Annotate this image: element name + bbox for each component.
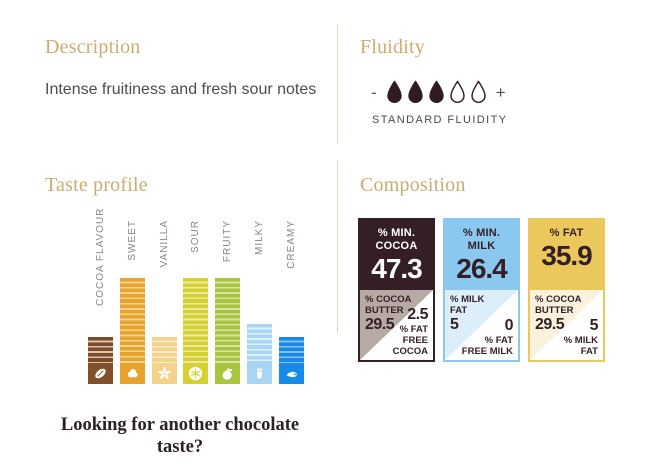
card-left-label: % COCOA BUTTER: [365, 294, 412, 316]
card-left-label: % COCOA BUTTER: [535, 294, 582, 316]
taste-profile-chart: COCOA FLAVOUR SWEET VANILLA SOUR FRUITY MILKY…: [88, 207, 308, 384]
fluidity-section-title: Fluidity: [360, 36, 425, 58]
composition-card-fat: % FAT 35.9 % COCOA BUTTER 29.5 5 % MILK …: [528, 218, 605, 362]
next-section-prompt: Looking for another chocolate taste?: [60, 415, 300, 457]
taste-profile-section-title: Taste profile: [45, 174, 148, 196]
card-bottom-panel: % COCOA BUTTER 29.5 2.5 % FAT FREE COCOA: [360, 290, 433, 360]
taste-bar-creamy: CREAMY: [278, 220, 304, 384]
composition-cards: % MIN. COCOA 47.3 % COCOA BUTTER 29.5 2.…: [358, 218, 605, 362]
citrus-slice-icon: [183, 363, 209, 384]
fluidity-drop-empty-icon: [449, 80, 465, 104]
card-bottom-panel: % COCOA BUTTER 29.5 5 % MILK FAT: [530, 290, 603, 360]
card-top-panel: % FAT 35.9: [530, 220, 603, 290]
taste-category-label: COCOA FLAVOUR: [95, 207, 106, 306]
fluidity-drop-filled-icon: [428, 80, 444, 104]
apple-icon: [215, 363, 241, 384]
card-right-value: 0: [504, 317, 514, 334]
fluidity-plus-sign: +: [495, 83, 506, 102]
taste-bar-sour: SOUR: [183, 220, 209, 384]
taste-bar-sweet: SWEET: [119, 220, 145, 384]
card-right-value: 5: [589, 317, 599, 334]
cocoa-pod-icon: [88, 363, 113, 384]
card-right-detail: 0 % FAT FREE MILK: [461, 317, 514, 357]
fluidity-drop-filled-icon: [386, 80, 402, 104]
fluidity-minus-sign: -: [371, 83, 377, 102]
card-right-value: 2.5: [407, 306, 428, 323]
card-right-label: % MILK FAT: [563, 335, 598, 357]
card-right-label: % FAT FREE MILK: [461, 335, 513, 357]
card-top-label: % FAT: [549, 227, 584, 239]
card-left-value: 5: [450, 316, 459, 333]
card-right-detail: 5 % MILK FAT: [563, 317, 599, 357]
card-bottom-panel: % MILK FAT 5 0 % FAT FREE MILK: [445, 290, 518, 360]
milk-glass-icon: [247, 363, 272, 384]
taste-bar-fruity: FRUITY: [215, 220, 241, 384]
fluidity-drop-empty-icon: [470, 80, 486, 104]
card-left-detail: % COCOA BUTTER 29.5: [535, 294, 581, 334]
description-text: Intense fruitiness and fresh sour notes: [45, 81, 317, 98]
taste-bar-cocoa-flavour: COCOA FLAVOUR: [88, 207, 113, 384]
card-left-value: 29.5: [535, 316, 565, 333]
taste-category-label: MILKY: [254, 220, 265, 256]
card-top-value: 47.3: [371, 253, 423, 284]
card-left-detail: % COCOA BUTTER 29.5: [365, 294, 411, 334]
fluidity-scale: - +: [371, 79, 506, 107]
card-left-value: 29.5: [365, 316, 395, 333]
description-section-title: Description: [45, 36, 141, 58]
column-divider-bottom: [337, 160, 338, 333]
card-right-detail: 2.5 % FAT FREE COCOA: [392, 306, 429, 357]
taste-bar-milky: MILKY: [247, 220, 272, 384]
fluidity-drop-filled-icon: [407, 80, 423, 104]
vanilla-flower-icon: [151, 363, 177, 384]
card-right-label: % FAT FREE COCOA: [392, 324, 428, 357]
card-top-panel: % MIN. MILK 26.4: [445, 220, 518, 290]
composition-card-cocoa: % MIN. COCOA 47.3 % COCOA BUTTER 29.5 2.…: [358, 218, 435, 362]
card-top-label: % MIN. COCOA: [375, 227, 418, 252]
sugar-lump-icon: [119, 363, 145, 384]
cream-swirl-icon: [278, 363, 304, 384]
card-top-label: % MIN. MILK: [462, 227, 501, 252]
column-divider-top: [337, 25, 338, 144]
card-left-detail: % MILK FAT 5: [450, 294, 484, 334]
card-left-label: % MILK FAT: [450, 294, 485, 316]
composition-card-milk: % MIN. MILK 26.4 % MILK FAT 5 0 % FAT FR…: [443, 218, 520, 362]
taste-category-label: CREAMY: [285, 220, 297, 269]
taste-category-label: VANILLA: [158, 220, 170, 268]
fluidity-caption: STANDARD FLUIDITY: [372, 114, 508, 126]
card-top-value: 35.9: [541, 240, 593, 271]
taste-bar-vanilla: VANILLA: [151, 220, 177, 384]
composition-section-title: Composition: [360, 174, 466, 196]
fluidity-drops: [384, 80, 489, 106]
card-top-panel: % MIN. COCOA 47.3: [360, 220, 433, 290]
card-top-value: 26.4: [456, 253, 508, 284]
